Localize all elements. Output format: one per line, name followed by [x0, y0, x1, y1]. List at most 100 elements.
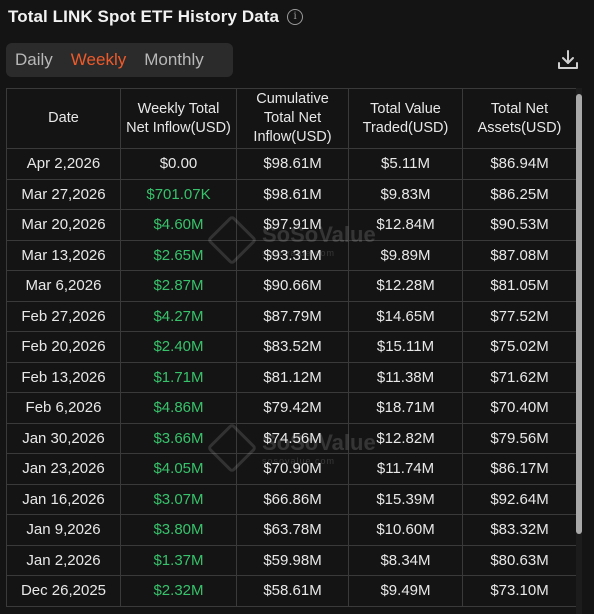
cell-date: Jan 16,2026 [6, 483, 121, 515]
cell-net-assets: $71.62M [462, 361, 576, 393]
cell-date: Jan 2,2026 [6, 544, 121, 576]
table-row[interactable]: Jan 30,2026 $3.66M $74.56M $12.82M $79.56M [6, 422, 576, 454]
cell-cumulative-inflow: $98.61M [236, 178, 349, 210]
page-title: Total LINK Spot ETF History Data [8, 7, 280, 26]
history-table-container: Date Weekly Total Net Inflow(USD) Cumula… [6, 88, 576, 614]
column-header-date[interactable]: Date [6, 88, 121, 149]
cell-weekly-inflow: $2.32M [120, 575, 237, 607]
cell-weekly-inflow: $3.80M [120, 514, 237, 546]
table-row[interactable]: Jan 9,2026 $3.80M $63.78M $10.60M $83.32M [6, 514, 576, 546]
cell-date: Mar 27,2026 [6, 178, 121, 210]
table-row[interactable]: Feb 27,2026 $4.27M $87.79M $14.65M $77.52M [6, 300, 576, 332]
cell-cumulative-inflow: $98.61M [236, 148, 349, 180]
cell-date: Mar 20,2026 [6, 209, 121, 241]
tab-daily[interactable]: Daily [15, 50, 53, 69]
cell-weekly-inflow: $2.40M [120, 331, 237, 363]
cell-value-traded: $18.71M [348, 392, 463, 424]
cell-cumulative-inflow: $81.12M [236, 361, 349, 393]
cell-net-assets: $87.08M [462, 239, 576, 271]
cell-cumulative-inflow: $59.98M [236, 544, 349, 576]
cell-net-assets: $83.32M [462, 514, 576, 546]
cell-cumulative-inflow: $90.66M [236, 270, 349, 302]
tab-monthly[interactable]: Monthly [144, 50, 204, 69]
cell-cumulative-inflow: $87.79M [236, 300, 349, 332]
cell-net-assets: $75.02M [462, 331, 576, 363]
table-row[interactable]: Jan 23,2026 $4.05M $70.90M $11.74M $86.17M [6, 453, 576, 485]
cell-date: Apr 2,2026 [6, 148, 121, 180]
column-header-value-traded[interactable]: Total Value Traded(USD) [348, 88, 463, 149]
cell-value-traded: $15.39M [348, 483, 463, 515]
cell-value-traded: $12.82M [348, 422, 463, 454]
cell-net-assets: $79.56M [462, 422, 576, 454]
cell-value-traded: $9.89M [348, 239, 463, 271]
table-row[interactable]: Feb 6,2026 $4.86M $79.42M $18.71M $70.40M [6, 392, 576, 424]
cell-weekly-inflow: $3.07M [120, 483, 237, 515]
table-row[interactable]: Feb 20,2026 $2.40M $83.52M $15.11M $75.02M [6, 331, 576, 363]
cell-net-assets: $73.10M [462, 575, 576, 607]
cell-cumulative-inflow: $63.78M [236, 514, 349, 546]
table-scrollbar[interactable] [576, 88, 582, 614]
table-row[interactable]: Mar 27,2026 $701.07K $98.61M $9.83M $86.25M [6, 178, 576, 210]
table-row[interactable]: Mar 13,2026 $2.65M $93.31M $9.89M $87.08M [6, 239, 576, 271]
cell-weekly-inflow: $701.07K [120, 178, 237, 210]
cell-date: Feb 6,2026 [6, 392, 121, 424]
cell-weekly-inflow: $3.66M [120, 422, 237, 454]
table-row[interactable]: Jan 2,2026 $1.37M $59.98M $8.34M $80.63M [6, 544, 576, 576]
cell-net-assets: $80.63M [462, 544, 576, 576]
cell-weekly-inflow: $4.05M [120, 453, 237, 485]
cell-value-traded: $5.11M [348, 148, 463, 180]
cell-weekly-inflow: $0.00 [120, 148, 237, 180]
cell-net-assets: $77.52M [462, 300, 576, 332]
info-icon[interactable]: i [287, 9, 304, 25]
cell-value-traded: $10.60M [348, 514, 463, 546]
table-row[interactable]: Dec 26,2025 $2.32M $58.61M $9.49M $73.10M [6, 575, 576, 607]
cell-value-traded: $15.11M [348, 331, 463, 363]
page-header: Total LINK Spot ETF History Data i [8, 6, 304, 28]
cell-date: Dec 26,2025 [6, 575, 121, 607]
table-row[interactable]: Apr 2,2026 $0.00 $98.61M $5.11M $86.94M [6, 148, 576, 180]
cell-net-assets: $86.17M [462, 453, 576, 485]
cell-date: Jan 30,2026 [6, 422, 121, 454]
table-row[interactable]: Mar 6,2026 $2.87M $90.66M $12.28M $81.05M [6, 270, 576, 302]
table-row[interactable]: Mar 20,2026 $4.60M $97.91M $12.84M $90.53M [6, 209, 576, 241]
cell-net-assets: $90.53M [462, 209, 576, 241]
cell-date: Feb 20,2026 [6, 331, 121, 363]
column-header-net-assets[interactable]: Total Net Assets(USD) [462, 88, 576, 149]
table-header-row: Date Weekly Total Net Inflow(USD) Cumula… [6, 88, 576, 149]
cell-net-assets: $92.64M [462, 483, 576, 515]
cell-value-traded: $14.65M [348, 300, 463, 332]
table-row[interactable]: Feb 13,2026 $1.71M $81.12M $11.38M $71.62M [6, 361, 576, 393]
cell-date: Jan 9,2026 [6, 514, 121, 546]
column-header-weekly-inflow[interactable]: Weekly Total Net Inflow(USD) [120, 88, 237, 149]
cell-cumulative-inflow: $74.56M [236, 422, 349, 454]
download-icon[interactable] [556, 48, 580, 72]
cell-net-assets: $81.05M [462, 270, 576, 302]
cell-weekly-inflow: $1.71M [120, 361, 237, 393]
cell-value-traded: $9.49M [348, 575, 463, 607]
cell-weekly-inflow: $2.65M [120, 239, 237, 271]
cell-weekly-inflow: $4.86M [120, 392, 237, 424]
cell-cumulative-inflow: $93.31M [236, 239, 349, 271]
cell-date: Mar 13,2026 [6, 239, 121, 271]
cell-cumulative-inflow: $97.91M [236, 209, 349, 241]
cell-value-traded: $9.83M [348, 178, 463, 210]
cell-cumulative-inflow: $70.90M [236, 453, 349, 485]
cell-value-traded: $11.74M [348, 453, 463, 485]
scrollbar-thumb[interactable] [576, 94, 582, 534]
table-row[interactable]: Jan 16,2026 $3.07M $66.86M $15.39M $92.64M [6, 483, 576, 515]
history-table: Date Weekly Total Net Inflow(USD) Cumula… [6, 88, 576, 607]
cell-weekly-inflow: $2.87M [120, 270, 237, 302]
cell-weekly-inflow: $4.60M [120, 209, 237, 241]
cell-net-assets: $86.94M [462, 148, 576, 180]
period-tabs: Daily Weekly Monthly [6, 43, 233, 77]
cell-cumulative-inflow: $66.86M [236, 483, 349, 515]
cell-cumulative-inflow: $83.52M [236, 331, 349, 363]
cell-value-traded: $11.38M [348, 361, 463, 393]
cell-weekly-inflow: $4.27M [120, 300, 237, 332]
column-header-cumulative-inflow[interactable]: Cumulative Total Net Inflow(USD) [236, 88, 349, 149]
tab-weekly[interactable]: Weekly [70, 50, 127, 69]
cell-date: Mar 6,2026 [6, 270, 121, 302]
cell-value-traded: $12.84M [348, 209, 463, 241]
cell-cumulative-inflow: $79.42M [236, 392, 349, 424]
cell-date: Feb 13,2026 [6, 361, 121, 393]
